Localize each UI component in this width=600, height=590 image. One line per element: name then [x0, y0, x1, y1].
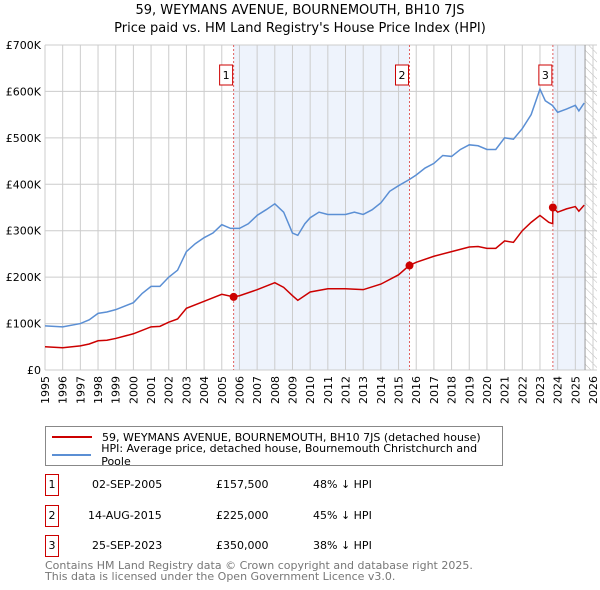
sale-hpi-diff: 45% ↓ HPI: [313, 509, 372, 522]
footer-licence: This data is licensed under the Open Gov…: [45, 570, 396, 583]
hpi-line: [44, 87, 585, 328]
x-tick-label: 2014: [375, 376, 388, 404]
x-tick-label: 1995: [39, 376, 52, 404]
x-tick-label: 2026: [587, 376, 600, 404]
x-tick-label: 1999: [110, 376, 123, 404]
legend-swatch-price: [52, 436, 92, 438]
x-tick-label: 2017: [428, 376, 441, 404]
legend-item-price: 59, WEYMANS AVENUE, BOURNEMOUTH, BH10 7J…: [52, 428, 481, 446]
y-tick-label: £0: [27, 364, 41, 377]
legend: 59, WEYMANS AVENUE, BOURNEMOUTH, BH10 7J…: [45, 426, 503, 468]
x-tick-label: 2016: [410, 376, 423, 404]
sale-price: £225,000: [216, 509, 269, 522]
x-tick-label: 2004: [198, 376, 211, 404]
x-tick-label: 2011: [322, 376, 335, 404]
sale-price: £350,000: [216, 539, 269, 552]
y-tick-label: £600K: [6, 85, 42, 98]
x-tick-label: 2015: [393, 376, 406, 404]
x-tick-label: 2003: [180, 376, 193, 404]
sale-hpi-diff: 48% ↓ HPI: [313, 478, 372, 491]
sale-marker-box: [538, 64, 553, 86]
x-tick-label: 2000: [127, 376, 140, 404]
x-tick-label: 2005: [216, 376, 229, 404]
x-tick-label: 1997: [74, 376, 87, 404]
footer-copyright: Contains HM Land Registry data © Crown c…: [45, 559, 473, 572]
footer: Contains HM Land Registry data © Crown c…: [45, 560, 473, 582]
x-tick-label: 2007: [251, 376, 264, 404]
sale-marker-box: [395, 64, 410, 86]
y-tick-label: £200K: [6, 271, 42, 284]
x-tick-label: 2006: [233, 376, 246, 404]
x-tick-label: 2023: [534, 376, 547, 404]
x-tick-label: 1996: [57, 376, 70, 404]
sale-marker-label: 3: [45, 535, 59, 557]
sale-marker-label: 3: [542, 69, 549, 82]
sale-point: [229, 292, 238, 301]
x-tick-label: 2012: [340, 376, 353, 404]
price-line: [44, 204, 585, 349]
x-tick-label: 2002: [163, 376, 176, 404]
x-tick-label: 2018: [446, 376, 459, 404]
sale-price: £157,500: [216, 478, 269, 491]
x-tick-label: 2010: [304, 376, 317, 404]
y-tick-label: £100K: [6, 318, 42, 331]
sale-marker-label: 2: [45, 505, 59, 527]
legend-label-hpi: HPI: Average price, detached house, Bour…: [101, 442, 478, 468]
x-tick-label: 2025: [569, 376, 582, 404]
legend-label-price: 59, WEYMANS AVENUE, BOURNEMOUTH, BH10 7J…: [102, 430, 481, 444]
x-tick-label: 2008: [269, 376, 282, 404]
sale-point: [405, 261, 414, 270]
chart-title: 59, WEYMANS AVENUE, BOURNEMOUTH, BH10 7J…: [135, 3, 465, 18]
sale-hpi-diff: 38% ↓ HPI: [313, 539, 372, 552]
sale-marker-label: 1: [45, 474, 59, 496]
line-chart: 1995 1996 1997 1998 1999 2000 2001 2002 2003 2004…: [6, 39, 600, 404]
sale-marker-label: 1: [223, 69, 230, 82]
y-tick-label: £500K: [6, 132, 42, 145]
x-tick-label: 2013: [357, 376, 370, 404]
x-tick-label: 2019: [463, 376, 476, 404]
sale-point: [548, 203, 557, 212]
legend-swatch-hpi: [52, 454, 92, 456]
x-tick-label: 2022: [516, 376, 529, 404]
shaded-period: [233, 45, 410, 370]
sale-date: 02-SEP-2005: [92, 478, 163, 491]
y-tick-label: £400K: [6, 178, 42, 191]
x-tick-label: 2020: [481, 376, 494, 404]
chart-subtitle: Price paid vs. HM Land Registry's House …: [114, 21, 486, 36]
y-tick-label: £700K: [6, 39, 42, 52]
sale-date: 25-SEP-2023: [92, 539, 163, 552]
future-hatch: [585, 45, 597, 370]
x-tick-label: 2021: [499, 376, 512, 404]
legend-item-hpi: HPI: Average price, detached house, Bour…: [52, 442, 502, 468]
x-tick-label: 2001: [145, 376, 158, 404]
x-tick-label: 2024: [552, 376, 565, 404]
sale-date: 14-AUG-2015: [88, 509, 162, 522]
x-tick-label: 1998: [92, 376, 105, 404]
x-tick-label: 2009: [286, 376, 299, 404]
sale-marker-box: [219, 64, 234, 86]
sale-marker-label: 2: [399, 69, 406, 82]
y-tick-label: £300K: [6, 225, 42, 238]
